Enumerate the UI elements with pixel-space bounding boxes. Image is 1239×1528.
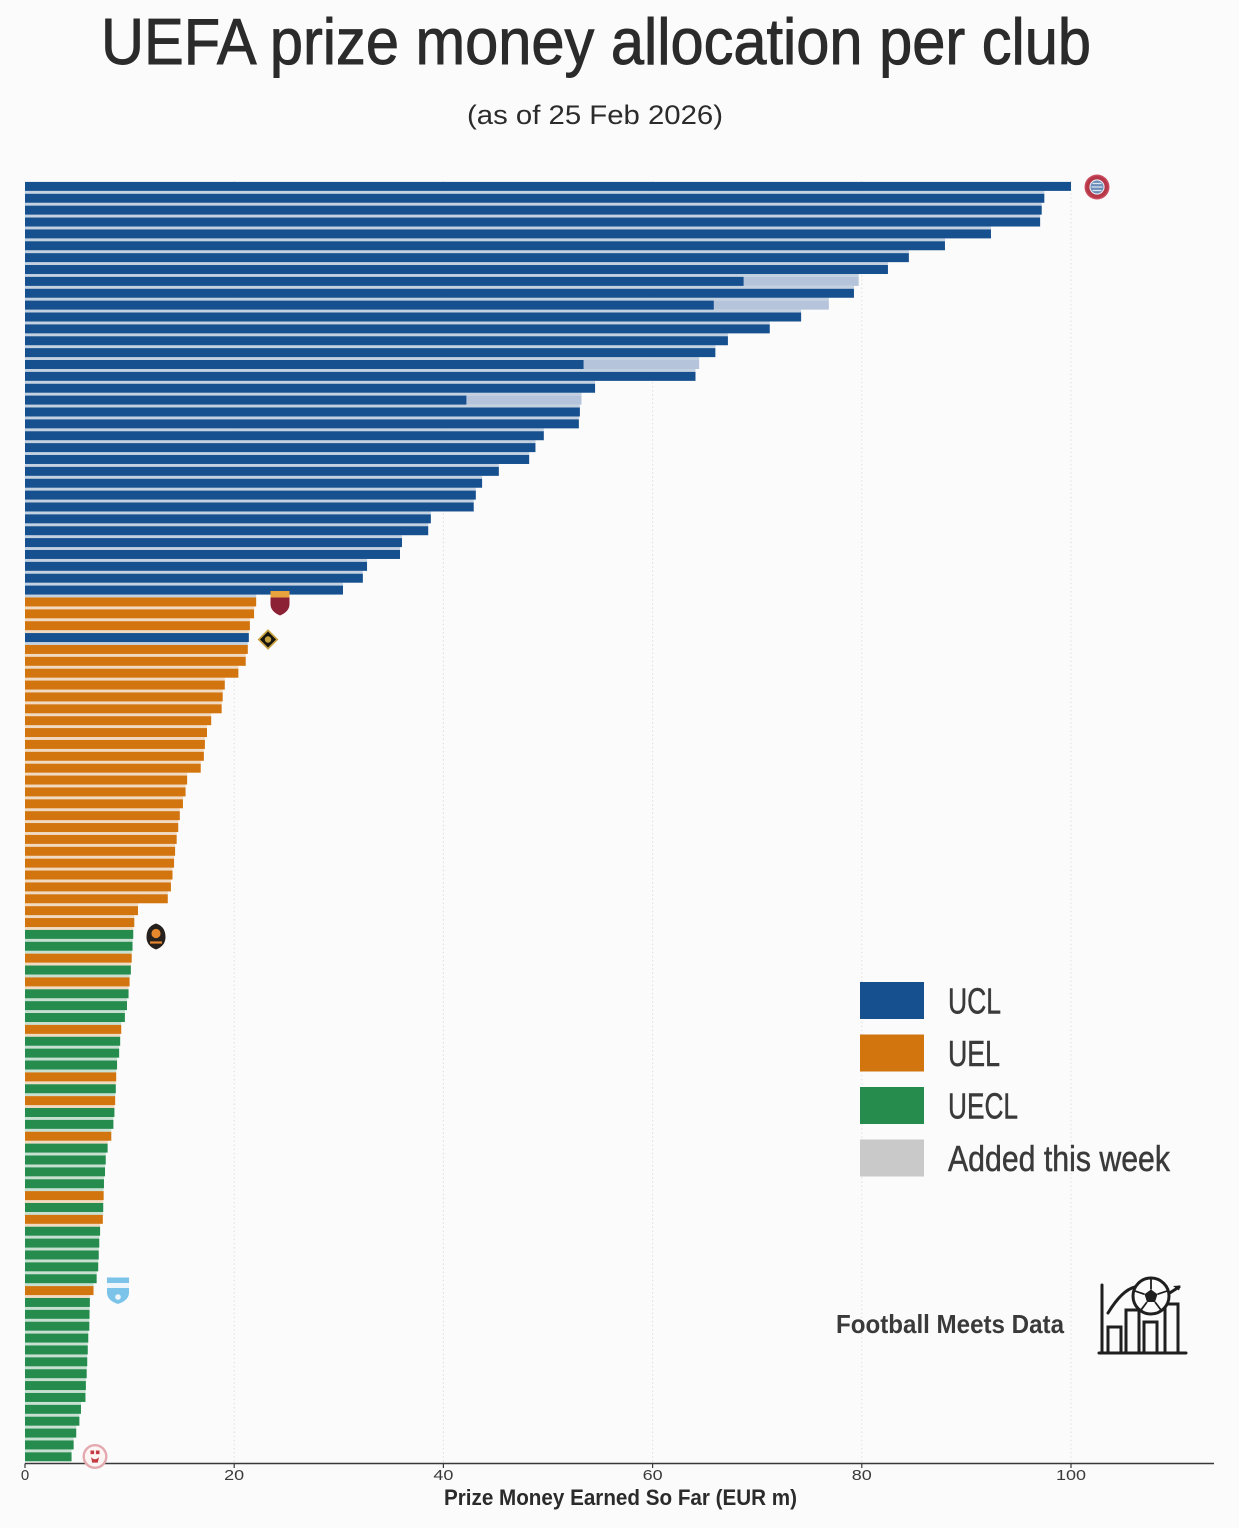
svg-text:Football Meets Data: Football Meets Data bbox=[836, 1309, 1064, 1339]
svg-text:Prize Money Earned So Far (EUR: Prize Money Earned So Far (EUR m) bbox=[444, 1485, 797, 1510]
svg-text:UECL: UECL bbox=[948, 1086, 1018, 1127]
svg-text:(as of 25 Feb 2026): (as of 25 Feb 2026) bbox=[467, 100, 723, 130]
svg-text:UCL: UCL bbox=[948, 981, 1001, 1022]
svg-text:40: 40 bbox=[433, 1467, 453, 1484]
svg-text:80: 80 bbox=[852, 1467, 872, 1484]
svg-text:UEL: UEL bbox=[948, 1033, 1000, 1074]
svg-text:100: 100 bbox=[1056, 1467, 1086, 1484]
svg-text:60: 60 bbox=[643, 1467, 663, 1484]
svg-text:20: 20 bbox=[224, 1467, 244, 1484]
svg-text:Added this week: Added this week bbox=[948, 1138, 1171, 1179]
svg-text:UEFA prize money allocation pe: UEFA prize money allocation per club bbox=[101, 5, 1091, 78]
svg-text:0: 0 bbox=[21, 1467, 29, 1484]
